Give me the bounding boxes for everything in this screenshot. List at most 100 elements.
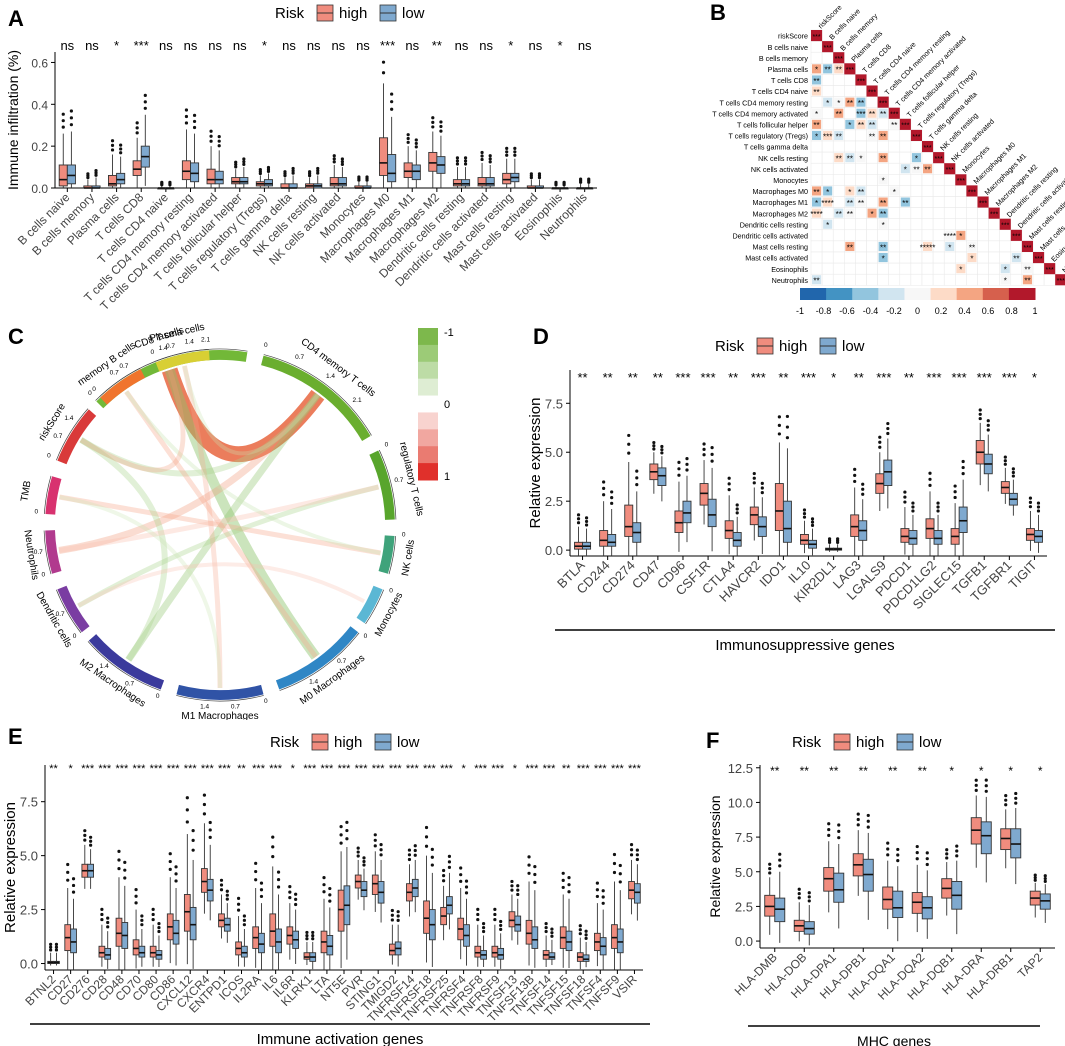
colorbar-segment (878, 288, 905, 300)
outlier-point (476, 907, 480, 911)
heatmap-diagonal-cell (888, 107, 900, 119)
outlier-point (390, 100, 394, 104)
chord-sector (45, 530, 62, 574)
heatmap-cell (888, 196, 901, 208)
outlier-point (119, 147, 123, 151)
heatmap-cell (844, 174, 856, 186)
heatmap-sig-label: * (959, 266, 962, 275)
outlier-point (505, 150, 509, 154)
outlier-point (236, 896, 241, 900)
heatmap-sig-cell (823, 64, 833, 74)
chord-tick-label: 1.4 (159, 345, 168, 352)
heatmap-sig-cell (1000, 264, 1010, 274)
chord-sector (275, 626, 359, 690)
heatmap-cell (821, 262, 834, 275)
outlier-point (414, 145, 418, 149)
box-high (599, 530, 609, 547)
heatmap-cell (921, 229, 934, 242)
outlier-point (447, 860, 452, 864)
heatmap-diagonal-sig: *** (990, 211, 998, 218)
heatmap-cell (855, 85, 867, 97)
colorbar-tick-label: -1 (796, 306, 804, 316)
box-low (263, 179, 273, 187)
outlier-point (288, 884, 292, 889)
outlier-point (561, 885, 565, 890)
outlier-point (856, 823, 860, 827)
heatmap-row-label: Mast cells resting (752, 243, 808, 252)
outlier-point (778, 852, 782, 856)
outlier-point (332, 154, 336, 158)
panel-letter-a: A (8, 6, 24, 31)
significance-label: ns (479, 38, 493, 53)
outlier-point (135, 126, 139, 130)
heatmap-cell (955, 185, 967, 197)
heatmap-cell (899, 151, 912, 164)
colorbar-segment (852, 288, 879, 300)
box-high (724, 520, 734, 539)
heatmap-cell (999, 229, 1012, 242)
significance-label: * (68, 763, 73, 775)
heatmap-cell (1010, 262, 1023, 275)
outlier-point (612, 861, 617, 866)
outlier-point (612, 870, 617, 875)
heatmap-cell (888, 129, 901, 142)
heatmap-sig-label: ** (836, 66, 842, 75)
heatmap-diagonal-cell (910, 129, 922, 141)
outlier-point (439, 129, 443, 133)
outlier-point (168, 867, 172, 871)
legend-low-label: low (402, 5, 425, 22)
outlier-point (69, 123, 73, 127)
outlier-point (339, 825, 343, 829)
outlier-point (886, 853, 890, 857)
outlier-point (505, 153, 509, 157)
heatmap-cell (932, 218, 945, 231)
outlier-point (584, 516, 589, 520)
outlier-point (390, 918, 394, 922)
heatmap-cell (821, 118, 834, 131)
outlier-point (978, 416, 982, 421)
outlier-point (627, 433, 631, 438)
chord-link (77, 562, 365, 608)
heatmap-sig-cell (834, 97, 844, 107)
chord-tick-label: 1.4 (326, 373, 335, 380)
legend-title: Risk (275, 5, 305, 22)
heatmap-sig-label: * (826, 221, 829, 230)
outlier-point (635, 483, 639, 487)
outlier-point (896, 859, 900, 863)
box-low (833, 872, 845, 903)
chord-sector (369, 450, 395, 520)
outlier-point (455, 159, 460, 163)
chord-tick-label: 0 (364, 633, 368, 640)
outlier-point (527, 855, 531, 859)
outlier-point (217, 144, 221, 148)
outlier-point (635, 853, 639, 857)
box-low (214, 170, 224, 185)
heatmap-diagonal-sig: *** (879, 100, 887, 107)
box-high (132, 160, 142, 176)
chord-tick-label: 0.7 (53, 433, 62, 440)
outlier-point (584, 519, 589, 524)
heatmap-cell (877, 118, 889, 131)
chord-tick-label: 2.1 (353, 397, 362, 404)
outlier-point (49, 942, 53, 946)
outlier-point (208, 835, 212, 839)
outlier-point (936, 509, 940, 513)
significance-label: * (508, 38, 513, 53)
heatmap-cell (943, 218, 956, 231)
heatmap-cell (988, 273, 1000, 286)
outlier-point (431, 116, 435, 120)
heatmap-sig-cell (945, 241, 955, 251)
outlier-point (488, 157, 492, 161)
heatmap-cell (988, 262, 1000, 275)
outlier-point (66, 878, 70, 882)
heatmap-sig-cell (878, 153, 888, 163)
panel-f-boxplot: F Risk high low 0.0 2.5 5.0 7.5 10.0 12.5 Relative… (706, 728, 1055, 1046)
heatmap-sig-label: * (970, 254, 973, 263)
box-low (66, 164, 76, 185)
outlier-point (961, 471, 965, 476)
significance-label: ** (770, 764, 780, 778)
heatmap-cell (921, 262, 934, 275)
outlier-point (1003, 462, 1007, 466)
significance-label: *** (977, 370, 992, 385)
heatmap-sig-label: * (904, 166, 907, 175)
